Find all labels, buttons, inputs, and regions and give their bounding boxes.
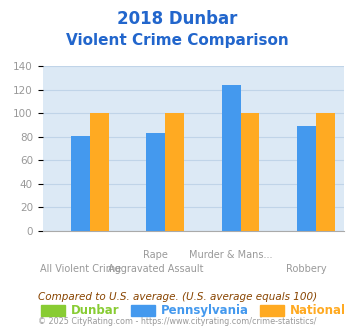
Bar <box>241 113 260 231</box>
Bar <box>165 113 184 231</box>
Bar <box>90 113 109 231</box>
Bar <box>316 113 335 231</box>
Bar <box>71 136 90 231</box>
Bar <box>222 85 241 231</box>
Legend: Dunbar, Pennsylvania, National: Dunbar, Pennsylvania, National <box>36 300 351 322</box>
Text: All Violent Crime: All Violent Crime <box>40 264 121 274</box>
Text: Robbery: Robbery <box>286 264 327 274</box>
Text: Violent Crime Comparison: Violent Crime Comparison <box>66 33 289 48</box>
Text: Aggravated Assault: Aggravated Assault <box>108 264 203 274</box>
Text: © 2025 CityRating.com - https://www.cityrating.com/crime-statistics/: © 2025 CityRating.com - https://www.city… <box>38 317 317 326</box>
Text: Compared to U.S. average. (U.S. average equals 100): Compared to U.S. average. (U.S. average … <box>38 292 317 302</box>
Bar <box>297 126 316 231</box>
Bar <box>146 133 165 231</box>
Text: 2018 Dunbar: 2018 Dunbar <box>117 10 238 28</box>
Text: Rape: Rape <box>143 250 168 260</box>
Text: Murder & Mans...: Murder & Mans... <box>190 250 273 260</box>
